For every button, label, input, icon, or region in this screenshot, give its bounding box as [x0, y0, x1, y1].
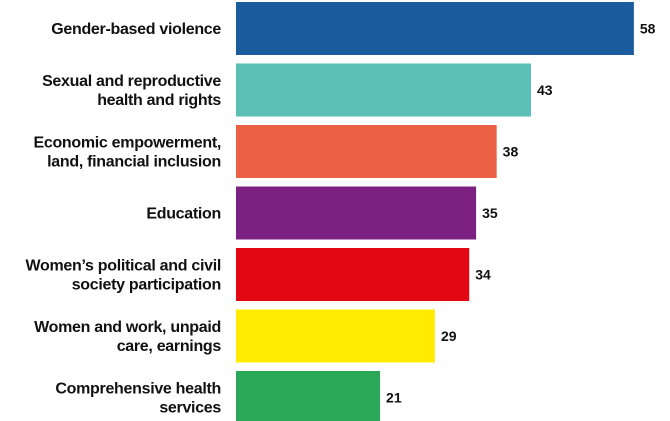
bar-5 [236, 309, 435, 363]
category-label-2: Economic empowerment, land, financial inc… [33, 135, 221, 171]
value-labels: 58 43 38 35 34 29 21 [386, 21, 656, 406]
value-label-2: 38 [503, 144, 519, 160]
category-label-5-line-1: care, earnings [117, 338, 222, 355]
value-label-4: 34 [475, 267, 491, 283]
category-labels: Gender-based violence Sexual and reproduc… [25, 21, 221, 417]
category-label-4: Women’s political and civil society parti… [25, 258, 221, 294]
category-label-1: Sexual and reproductive health and rights [42, 73, 221, 109]
category-label-6-line-1: services [159, 400, 221, 417]
category-label-4-line-0: Women’s political and civil [25, 258, 221, 275]
category-label-0: Gender-based violence [51, 21, 221, 38]
category-label-2-line-0: Economic empowerment, [33, 135, 221, 152]
value-label-3: 35 [482, 205, 498, 221]
category-label-1-line-0: Sexual and reproductive [42, 73, 221, 90]
category-label-4-line-1: society participation [72, 277, 221, 294]
bar-3 [236, 186, 477, 240]
value-label-0: 58 [640, 21, 656, 37]
bar-0 [236, 2, 634, 55]
category-label-1-line-1: health and rights [97, 92, 221, 109]
value-label-5: 29 [441, 328, 457, 344]
category-label-5: Women and work, unpaid care, earnings [34, 319, 221, 355]
category-label-0-line-0: Gender-based violence [51, 21, 221, 38]
category-label-2-line-1: land, financial inclusion [47, 154, 221, 171]
category-label-6-line-0: Comprehensive health [55, 381, 221, 398]
value-label-6: 21 [386, 390, 402, 406]
bar-4 [236, 248, 470, 301]
bar-1 [236, 63, 531, 117]
category-label-5-line-0: Women and work, unpaid [34, 319, 221, 336]
value-label-1: 43 [537, 82, 553, 98]
category-label-3-line-0: Education [146, 206, 221, 223]
category-label-3: Education [146, 206, 221, 223]
category-label-6: Comprehensive health services [55, 381, 221, 417]
bar-6 [236, 371, 381, 421]
bars [236, 2, 634, 421]
bar-2 [236, 125, 497, 178]
